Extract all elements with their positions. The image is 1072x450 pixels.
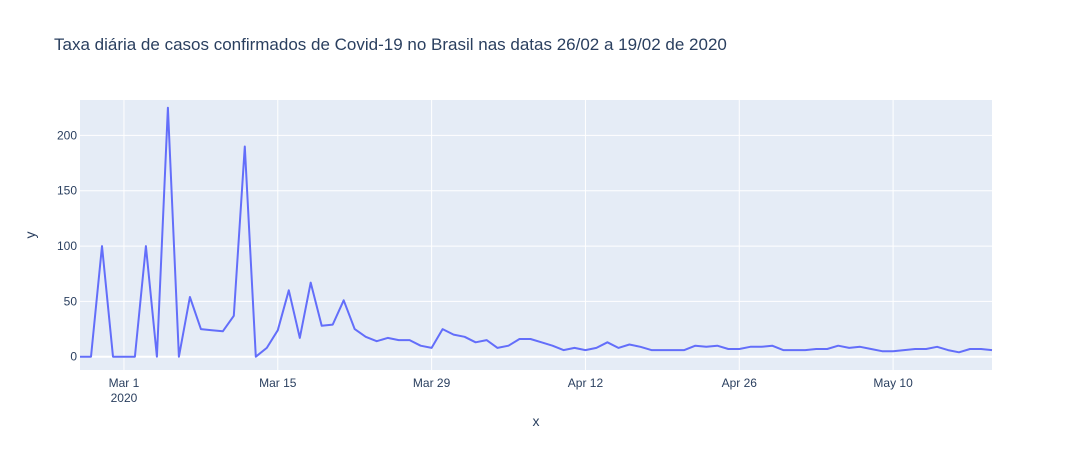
y-tick-label: 100: [57, 239, 77, 253]
series-line: [80, 106, 993, 358]
x-axis-title: x: [533, 413, 540, 429]
x-tick-label: Apr 26: [722, 376, 758, 390]
x-tick-label: Apr 12: [568, 376, 604, 390]
y-gridlines: [80, 134, 992, 358]
y-tick-label: 200: [57, 128, 77, 142]
series-group: [80, 106, 993, 358]
y-tick-labels: 0 50 100 150 200: [57, 128, 77, 363]
y-tick-label: 150: [57, 184, 77, 198]
chart-title: Taxa diária de casos confirmados de Covi…: [54, 35, 727, 54]
x-gridlines: [123, 100, 894, 370]
y-tick-label: 0: [70, 350, 77, 364]
x-tick-label: Mar 1: [109, 376, 140, 390]
y-tick-label: 50: [64, 294, 78, 308]
plot-background: [80, 100, 992, 370]
x-tick-sublabel: 2020: [111, 391, 138, 405]
x-tick-label: Mar 29: [413, 376, 451, 390]
x-tick-label: May 10: [873, 376, 913, 390]
x-tick-label: Mar 15: [259, 376, 297, 390]
y-axis-title: y: [22, 232, 38, 239]
